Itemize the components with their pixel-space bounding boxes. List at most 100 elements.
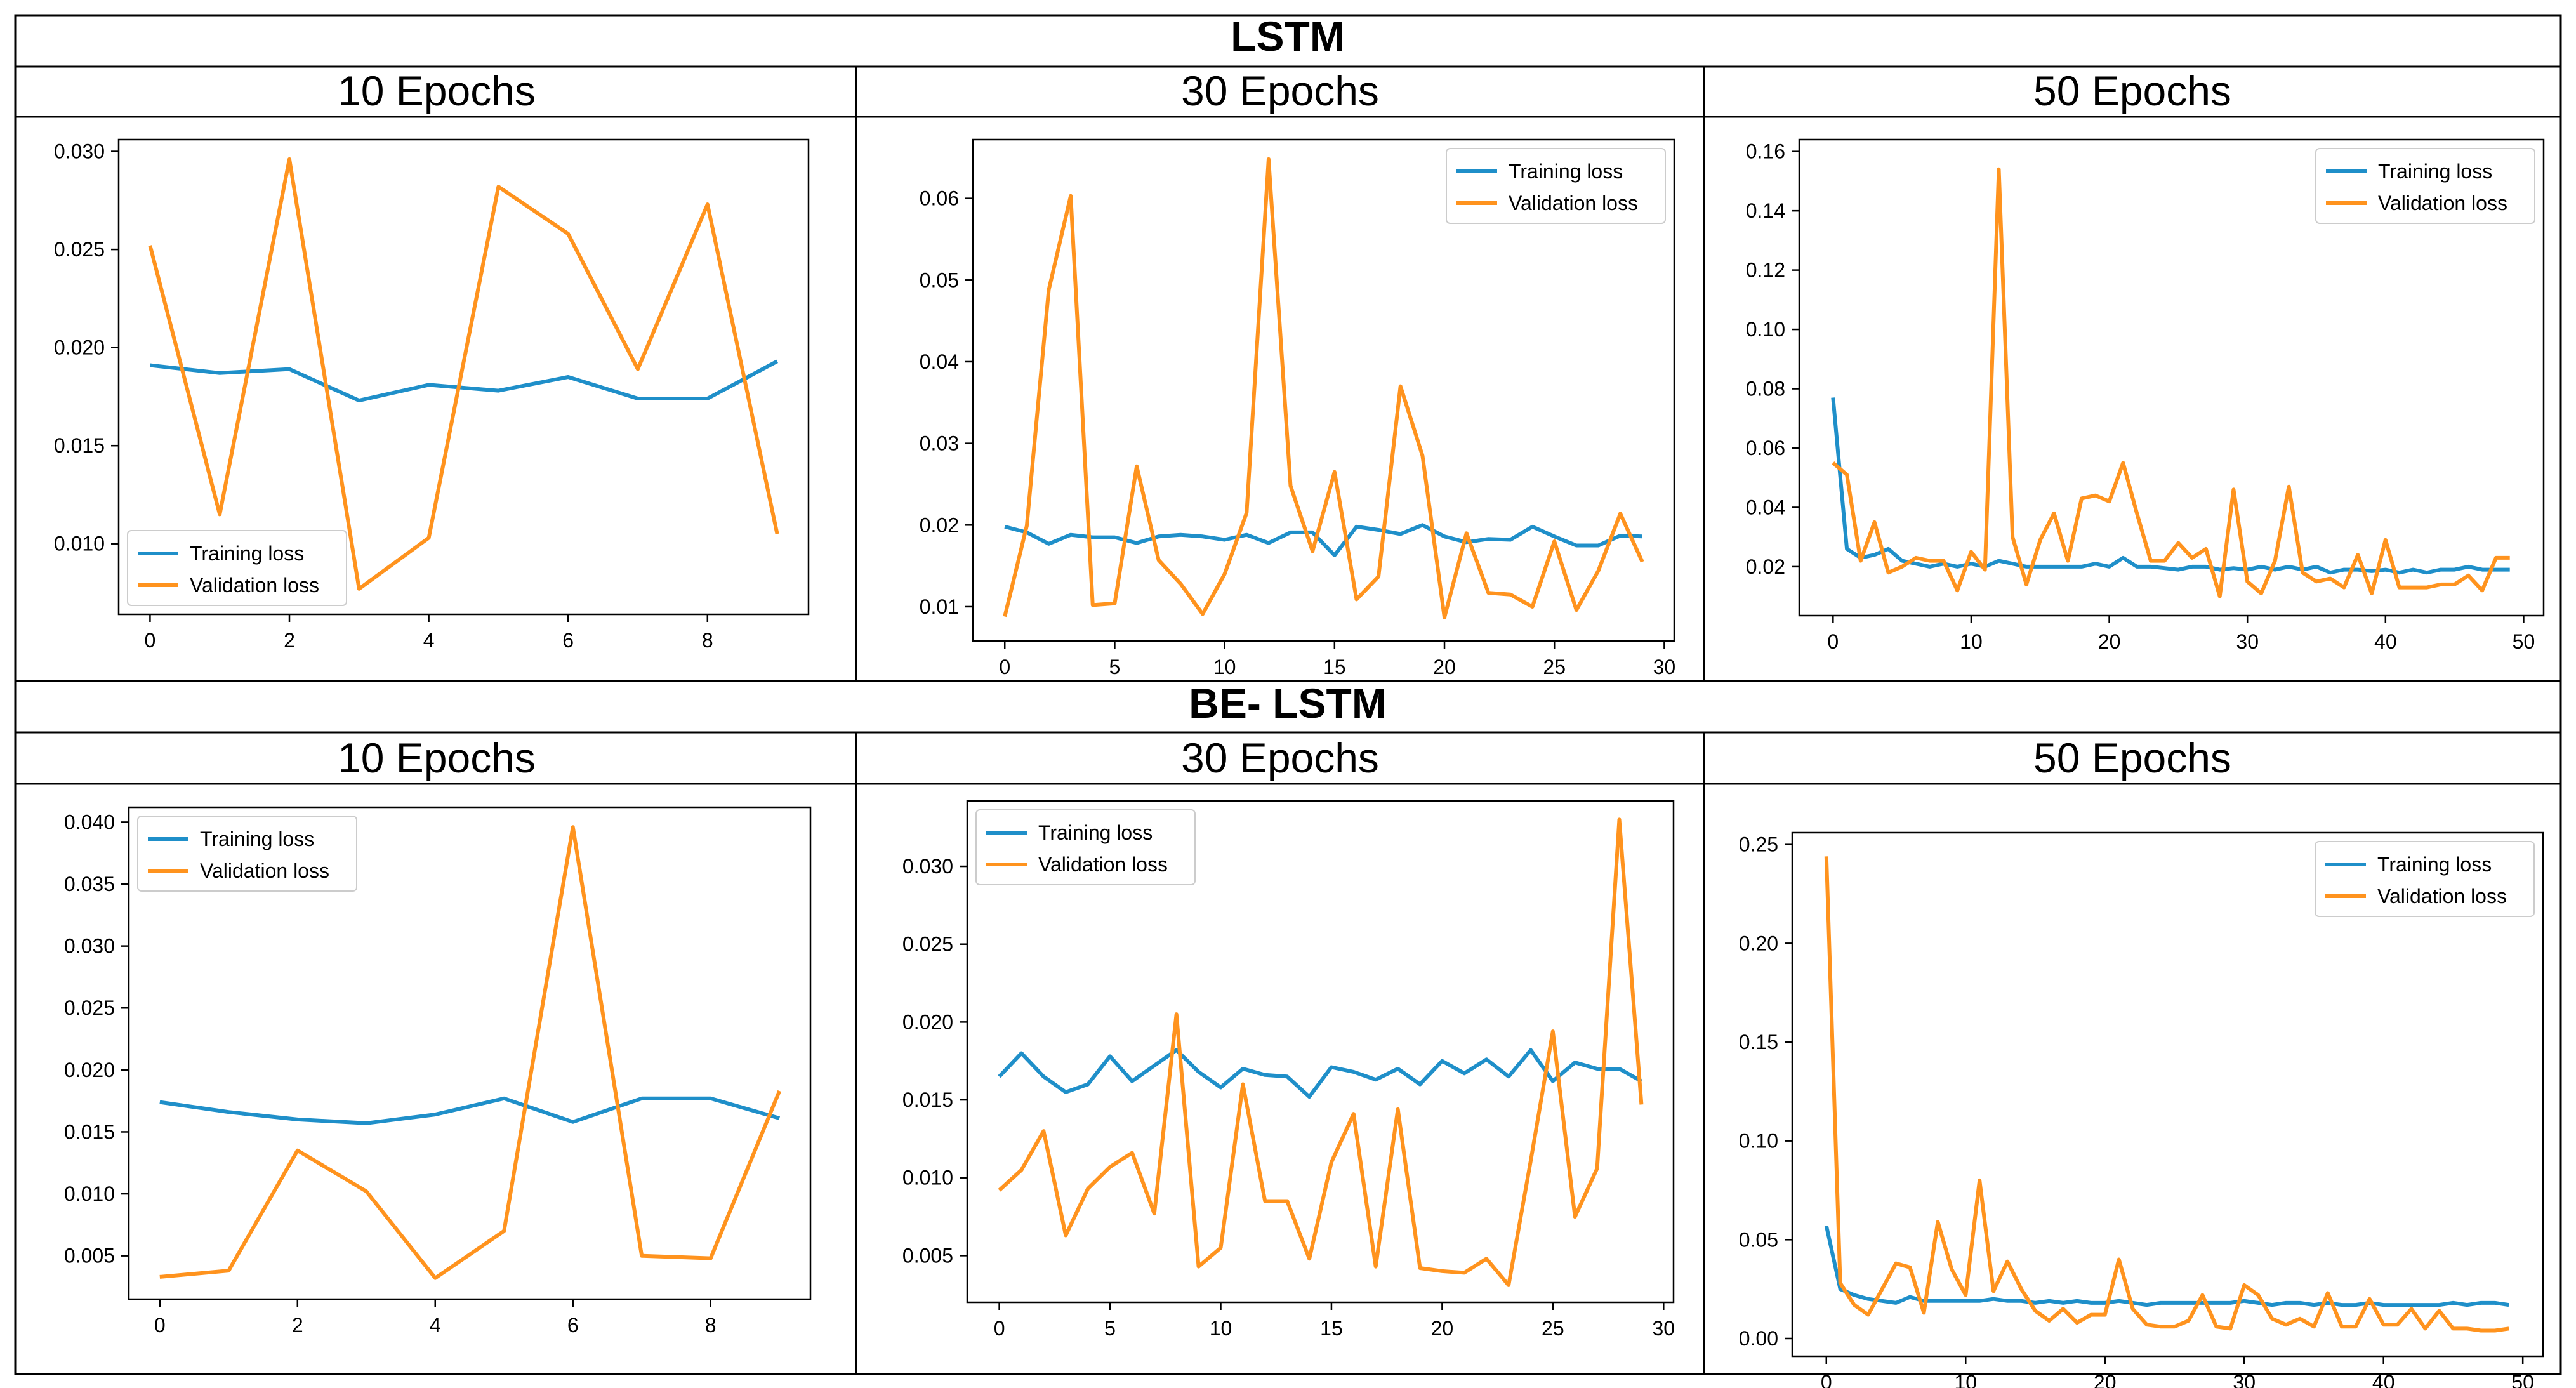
legend-box <box>137 816 357 892</box>
series-group <box>1824 856 2509 1333</box>
x-tick-label: 10 <box>1960 630 1983 653</box>
axes-frame <box>972 138 1675 642</box>
y-tick-label: 0.030 <box>902 855 953 878</box>
axes-frame <box>1798 138 2545 617</box>
y-tick-label: 0.010 <box>54 532 105 555</box>
y-tick-label: 0.14 <box>1746 199 1785 222</box>
y-tick-label: 0.020 <box>902 1010 953 1033</box>
y-tick-label: 0.16 <box>1746 140 1785 163</box>
x-tick-label: 5 <box>1104 1317 1116 1340</box>
x-tick-label: 50 <box>2511 1371 2534 1388</box>
legend-training-label: Training loss <box>2377 853 2492 876</box>
legend-box <box>1446 148 1666 224</box>
y-tick-label: 0.10 <box>1746 318 1785 341</box>
x-tick-label: 30 <box>2233 1371 2256 1388</box>
y-tick-label: 0.03 <box>920 432 959 455</box>
x-tick-label: 5 <box>1109 656 1121 678</box>
y-tick-label: 0.025 <box>54 238 105 261</box>
section-title-be-lstm: BE- LSTM <box>1189 680 1387 727</box>
x-tick-label: 2 <box>292 1314 303 1337</box>
x-tick-label: 0 <box>999 656 1010 678</box>
x-tick-label: 4 <box>430 1314 441 1337</box>
legend-box <box>2315 841 2535 917</box>
legend: Training loss Validation loss <box>137 816 357 892</box>
x-tick-label: 2 <box>284 629 295 652</box>
y-tick-label: 0.05 <box>920 268 959 291</box>
column-header: 10 Epochs <box>338 67 536 114</box>
x-tick-label: 25 <box>1542 1317 1564 1340</box>
x-tick-label: 15 <box>1323 656 1346 678</box>
x-tick-label: 15 <box>1320 1317 1343 1340</box>
y-tick-label: 0.06 <box>920 187 959 210</box>
x-tick-label: 20 <box>1431 1317 1454 1340</box>
y-tick-label: 0.025 <box>64 996 115 1019</box>
y-tick-label: 0.015 <box>54 434 105 457</box>
y-tick-label: 0.015 <box>902 1088 953 1111</box>
y-tick-label: 0.005 <box>64 1245 115 1267</box>
x-tick-label: 0 <box>1821 1371 1832 1388</box>
x-tick-label: 6 <box>562 629 574 652</box>
legend-validation-label: Validation loss <box>1509 192 1638 215</box>
legend-training-label: Training loss <box>1038 821 1153 844</box>
legend-validation-label: Validation loss <box>2377 885 2507 908</box>
column-header: 10 Epochs <box>338 734 536 781</box>
training-loss-line <box>1004 523 1642 557</box>
y-tick-label: 0.035 <box>64 873 115 896</box>
training-loss-line <box>998 1048 1642 1099</box>
validation-loss-line <box>159 825 781 1280</box>
axes-frame <box>117 138 810 616</box>
legend-training-label: Training loss <box>190 542 304 565</box>
training-loss-line <box>159 1096 781 1125</box>
x-tick-label: 30 <box>1653 1317 1675 1340</box>
legend: Training loss Validation loss <box>2315 148 2535 224</box>
section-title-lstm: LSTM <box>1231 13 1345 60</box>
chart-be-lstm-10-epochs: 0 2 4 6 8 0.005 0.010 0.015 0.020 0.025 0.030 0.035… <box>64 806 812 1337</box>
legend-box <box>2315 148 2535 224</box>
y-tick-label: 0.05 <box>1739 1228 1778 1251</box>
y-tick-label: 0.030 <box>54 140 105 163</box>
legend: Training loss Validation loss <box>1446 148 1666 224</box>
x-tick-label: 20 <box>1433 656 1456 678</box>
legend-box <box>127 530 347 606</box>
x-tick-label: 10 <box>1954 1371 1977 1388</box>
y-tick-label: 0.005 <box>902 1244 953 1267</box>
training-loss-line <box>1824 1225 2509 1307</box>
y-tick-label: 0.25 <box>1739 833 1778 856</box>
legend: Training loss Validation loss <box>2315 841 2535 917</box>
y-tick-label: 0.04 <box>920 350 959 373</box>
y-tick-label: 0.20 <box>1739 932 1778 955</box>
x-tick-label: 40 <box>2374 630 2397 653</box>
chart-be-lstm-50-epochs: 0 10 20 30 40 50 0.00 0.05 0.10 0.15 0.20 0.25 Train… <box>1739 831 2544 1388</box>
y-tick-label: 0.08 <box>1746 378 1785 400</box>
x-tick-label: 20 <box>2098 630 2121 653</box>
y-tick-label: 0.01 <box>920 595 959 618</box>
y-tick-label: 0.02 <box>920 513 959 536</box>
legend-box <box>975 809 1196 885</box>
y-tick-label: 0.15 <box>1739 1031 1778 1054</box>
chart-lstm-30-epochs: 0 5 10 15 20 25 30 0.01 0.02 0.03 0.04 0.05 0.06 Trai… <box>920 138 1675 678</box>
x-tick-label: 0 <box>145 629 156 652</box>
series-group <box>148 157 779 591</box>
series-group <box>159 825 781 1280</box>
y-tick-label: 0.00 <box>1739 1327 1778 1350</box>
x-tick-label: 20 <box>2094 1371 2117 1388</box>
series-group <box>1831 167 2510 598</box>
training-loss-line <box>150 359 779 403</box>
y-tick-label: 0.015 <box>64 1120 115 1143</box>
y-tick-label: 0.06 <box>1746 437 1785 459</box>
series-group <box>1003 157 1644 619</box>
column-header: 30 Epochs <box>1181 734 1379 781</box>
legend-validation-label: Validation loss <box>1038 853 1168 876</box>
axes-frame <box>128 806 812 1300</box>
y-tick-label: 0.040 <box>64 810 115 833</box>
legend-validation-label: Validation loss <box>190 574 319 597</box>
x-tick-label: 0 <box>1827 630 1839 653</box>
x-tick-label: 30 <box>2236 630 2259 653</box>
y-tick-label: 0.12 <box>1746 259 1785 282</box>
table-border <box>14 14 2562 1375</box>
axes-frame <box>1791 831 2544 1358</box>
legend-training-label: Training loss <box>1509 160 1623 183</box>
x-tick-label: 25 <box>1543 656 1566 678</box>
